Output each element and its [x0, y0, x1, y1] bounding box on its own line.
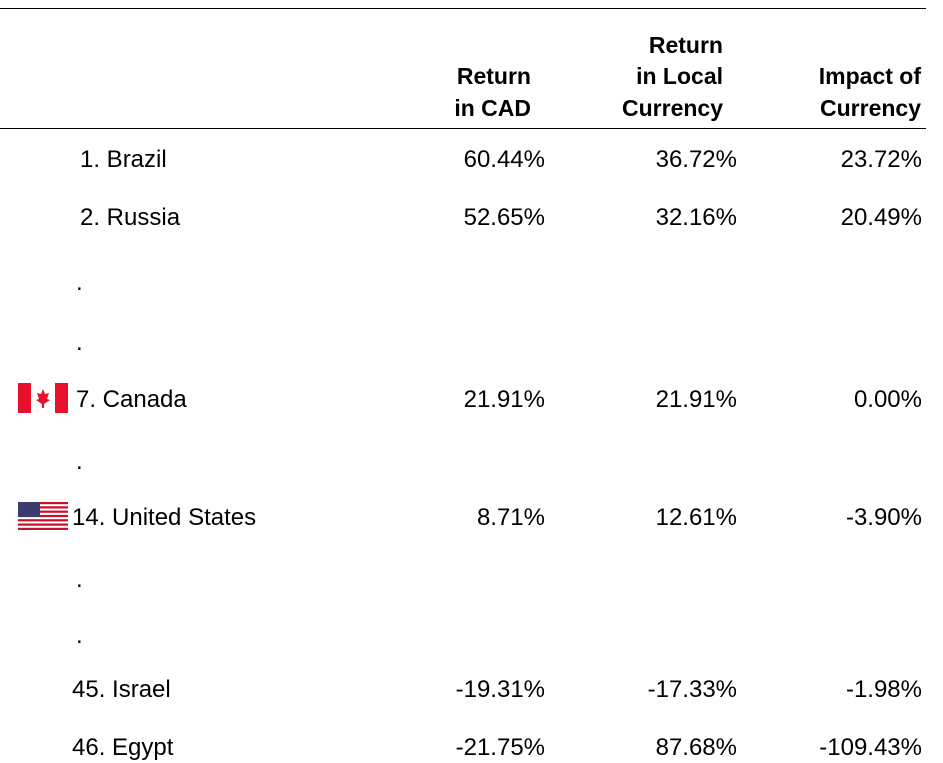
country-label: 1. Brazil — [80, 146, 167, 173]
top-rule — [0, 8, 926, 9]
cell-value: -17.33% — [647, 676, 737, 703]
country-label: 2. Russia — [80, 204, 181, 231]
column-header: Currency — [820, 95, 921, 121]
cell-value: -3.90% — [845, 504, 922, 531]
column-header: Impact of — [818, 63, 921, 89]
cell-value: 21.91% — [463, 386, 545, 413]
cell-value: 8.71% — [476, 504, 545, 531]
ellipsis-dot: . — [76, 329, 83, 356]
cell-value: 0.00% — [853, 386, 922, 413]
ellipsis-dot: . — [76, 566, 83, 593]
cell-value: 32.16% — [655, 204, 737, 231]
us-flag — [18, 502, 68, 530]
country-label: 7. Canada — [76, 386, 187, 413]
ellipsis-dot: . — [76, 448, 83, 475]
cell-value: 36.72% — [655, 146, 737, 173]
cell-value: -109.43% — [819, 734, 922, 761]
cell-value: -19.31% — [455, 676, 545, 703]
column-header: in CAD — [454, 95, 531, 121]
country-label: 14. United States — [72, 504, 257, 531]
header-rule — [0, 128, 926, 129]
cell-value: -1.98% — [845, 676, 922, 703]
canada-flag — [18, 383, 68, 413]
cell-value: -21.75% — [455, 734, 545, 761]
cell-value: 52.65% — [463, 204, 545, 231]
cell-value: 12.61% — [655, 504, 737, 531]
country-label: 46. Egypt — [72, 734, 174, 761]
ellipsis-dot: . — [76, 269, 83, 296]
cell-value: 20.49% — [840, 204, 922, 231]
column-header: Return — [456, 63, 531, 89]
cell-value: 60.44% — [463, 146, 545, 173]
column-header: Return — [648, 32, 723, 58]
column-header: in Local — [636, 63, 723, 89]
country-label: 45. Israel — [72, 676, 171, 703]
cell-value: 21.91% — [655, 386, 737, 413]
ellipsis-dot: . — [76, 622, 83, 649]
column-header: Currency — [622, 95, 723, 121]
cell-value: 87.68% — [655, 734, 737, 761]
cell-value: 23.72% — [840, 146, 922, 173]
